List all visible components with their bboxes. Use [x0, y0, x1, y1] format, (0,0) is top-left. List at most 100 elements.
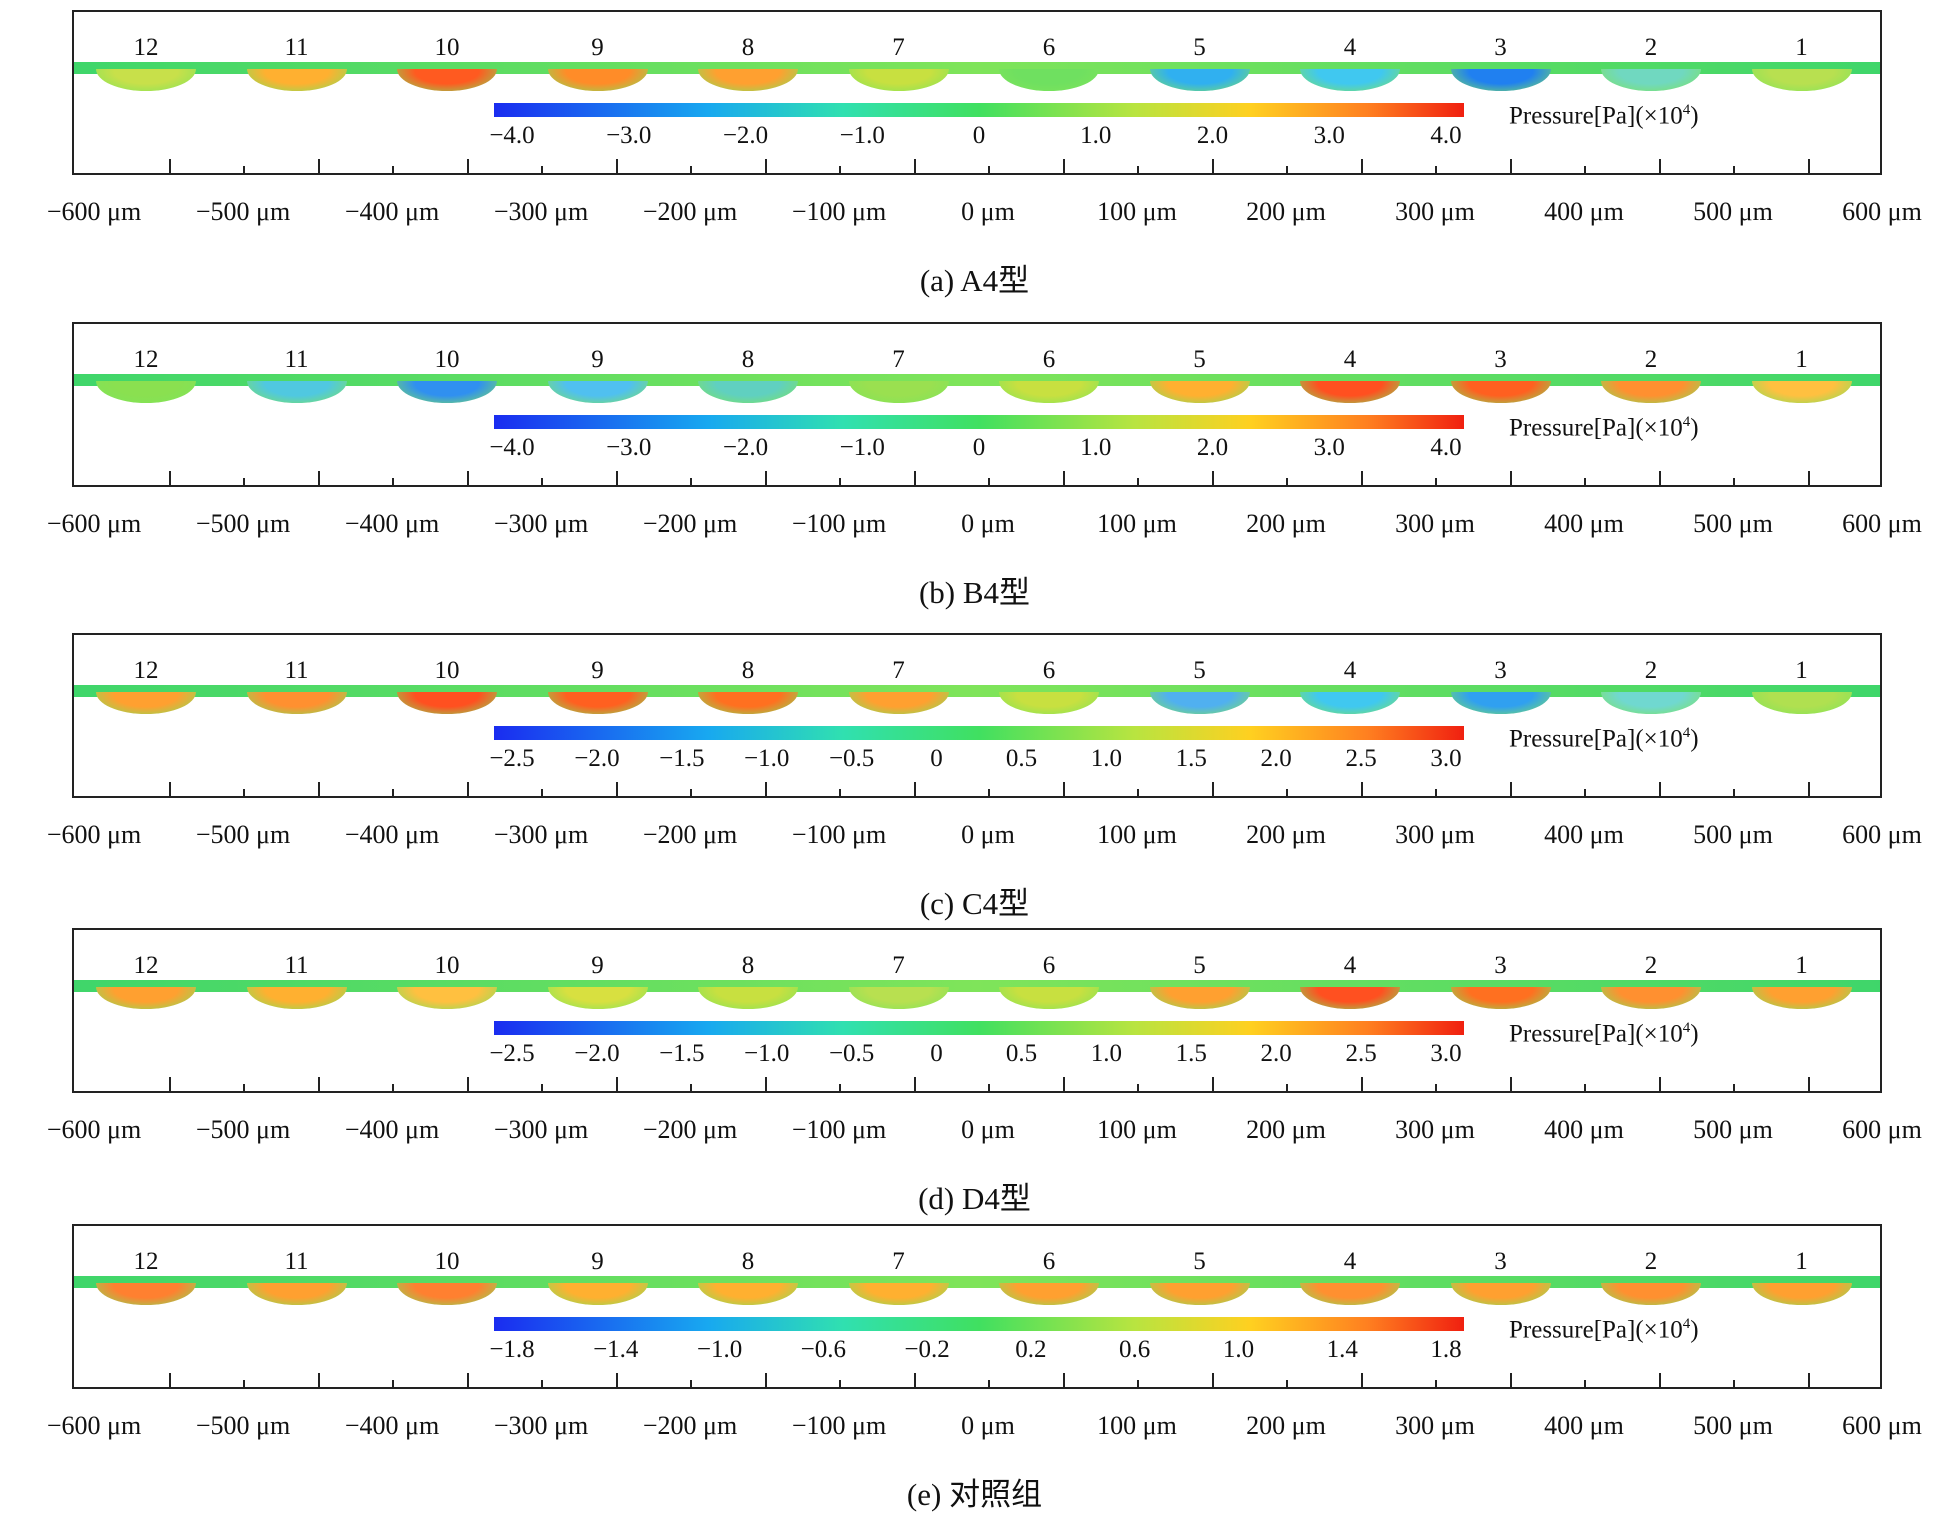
- pressure-label-close: ): [1690, 414, 1699, 442]
- dimple-cavity: [999, 381, 1099, 403]
- axis-tick: [1807, 782, 1810, 796]
- axis-tick: [1584, 478, 1586, 485]
- dimple-cavity: [96, 69, 196, 91]
- dimple-cavity: [848, 692, 949, 714]
- axis-tick: [988, 789, 990, 796]
- colorbar: [494, 726, 1464, 740]
- cavity-number: 3: [1494, 346, 1507, 373]
- colorbar-tick-label: −4.0: [489, 122, 535, 149]
- x-axis-labels: −600 μm −500 μm −400 μm −300 μm −200 μm −100 …: [0, 197, 1949, 231]
- cavity-number: 2: [1644, 34, 1658, 61]
- colorbar-tick-label: 1.0: [1222, 1336, 1255, 1363]
- x-axis-label: −600 μm: [46, 820, 142, 849]
- dimple-cavity: [397, 987, 497, 1009]
- axis-ticks: [72, 1077, 1882, 1103]
- colorbar-tick-label: 4.0: [1430, 434, 1462, 461]
- axis-tick: [317, 782, 320, 796]
- dimple-cavity: [1300, 69, 1400, 91]
- pressure-label-exponent: 4: [1682, 414, 1691, 430]
- cavity-number: 6: [1042, 952, 1056, 979]
- axis-tick: [764, 1077, 767, 1091]
- pressure-label-exponent: 4: [1682, 102, 1691, 118]
- axis-tick: [243, 1380, 245, 1387]
- dimple-cavity: [1300, 381, 1400, 403]
- axis-ticks: [72, 159, 1882, 185]
- x-axis-label: −500 μm: [195, 509, 291, 538]
- cavity-number: 7: [892, 1248, 905, 1275]
- axis-tick: [690, 1084, 692, 1091]
- pressure-label-text: Pressure[Pa](×10: [1509, 102, 1683, 130]
- axis-tick: [839, 1380, 841, 1387]
- colorbar-tick-label: −0.2: [904, 1336, 950, 1363]
- x-axis-label: 0 μm: [961, 1411, 1015, 1440]
- colorbar-tick-label: 0: [972, 122, 986, 149]
- dimple-cavity: [1300, 1283, 1400, 1305]
- dimple-cavity: [397, 692, 497, 714]
- cavity-number: 5: [1193, 657, 1206, 684]
- axis-tick: [392, 478, 394, 485]
- colorbar-tick-label: 0: [930, 1040, 943, 1067]
- axis-tick: [1286, 478, 1288, 485]
- x-axis-label: −600 μm: [46, 509, 142, 538]
- x-axis-label: 200 μm: [1246, 1411, 1326, 1440]
- axis-tick: [1658, 1077, 1661, 1091]
- colorbar-tick-label: −1.4: [593, 1336, 639, 1363]
- pressure-unit-label: Pressure[Pa](×104): [1509, 725, 1699, 753]
- x-axis-label: −500 μm: [195, 1411, 291, 1440]
- colorbar-tick-label: 0.2: [1015, 1336, 1047, 1363]
- cavity-number: 1: [1795, 952, 1808, 979]
- axis-tick: [466, 782, 469, 796]
- axis-tick: [168, 159, 171, 173]
- axis-tick: [615, 1077, 618, 1091]
- x-axis-label: −200 μm: [642, 197, 738, 226]
- cavity-number: 2: [1644, 346, 1658, 373]
- dimple-cavity: [96, 1283, 196, 1305]
- cavity-number: 7: [892, 952, 905, 979]
- x-axis-label: 200 μm: [1246, 197, 1326, 226]
- x-axis-labels: −600 μm −500 μm −400 μm −300 μm −200 μm −100 …: [0, 820, 1949, 854]
- colorbar-ticks: −2.5 −2.0 −1.5 −1.0 −0.5 0 0.5 1.0 1.5 2.0 2.5 3.0: [489, 1040, 1464, 1070]
- axis-tick: [168, 471, 171, 485]
- colorbar-tick-label: −2.5: [489, 1040, 535, 1067]
- x-axis-label: 500 μm: [1693, 509, 1773, 538]
- dimple-cavity: [1601, 692, 1701, 714]
- x-axis-labels: −600 μm −500 μm −400 μm −300 μm −200 μm −100 …: [0, 1115, 1949, 1149]
- colorbar-tick-label: −4.0: [489, 434, 535, 461]
- cavity-number: 2: [1644, 657, 1658, 684]
- axis-tick: [1137, 1380, 1139, 1387]
- axis-tick: [541, 166, 543, 173]
- x-axis-label: −400 μm: [344, 509, 440, 538]
- dimple-cavity: [848, 381, 949, 403]
- axis-tick: [541, 1380, 543, 1387]
- colorbar-tick-label: −2.0: [574, 745, 620, 772]
- x-axis-label: 500 μm: [1693, 197, 1773, 226]
- axis-tick: [168, 782, 171, 796]
- colorbar-tick-label: 0: [972, 434, 986, 461]
- colorbar-tick-label: 4.0: [1430, 122, 1462, 149]
- cavity-number: 3: [1494, 1248, 1507, 1275]
- dimple-cavity: [397, 69, 497, 91]
- dimple-cavity: [397, 381, 497, 403]
- colorbar-tick-label: 1.0: [1080, 434, 1112, 461]
- cavity-number: 3: [1494, 952, 1507, 979]
- colorbar: [494, 103, 1464, 117]
- x-axis-label: 200 μm: [1246, 1115, 1326, 1144]
- dimple-cavity: [1601, 987, 1701, 1009]
- dimple-cavity: [848, 69, 949, 91]
- dimple-cavity: [1751, 692, 1852, 714]
- axis-tick: [243, 1084, 245, 1091]
- dimple-cavity: [848, 987, 949, 1009]
- x-axis-labels: −600 μm −500 μm −400 μm −300 μm −200 μm −100 …: [0, 1411, 1949, 1445]
- dimple-cavity: [1601, 1283, 1701, 1305]
- colorbar-tick-label: −2.5: [489, 745, 535, 772]
- axis-tick: [1435, 789, 1437, 796]
- dimple-cavity: [698, 692, 798, 714]
- axis-tick: [839, 478, 841, 485]
- cavity-number: 8: [741, 34, 755, 61]
- colorbar-tick-label: −0.6: [800, 1336, 847, 1363]
- cavity-number: 10: [434, 952, 460, 979]
- cavity-number: 2: [1644, 952, 1658, 979]
- axis-tick: [764, 782, 767, 796]
- flow-channel: [74, 62, 1880, 74]
- dimple-cavity: [397, 1283, 497, 1305]
